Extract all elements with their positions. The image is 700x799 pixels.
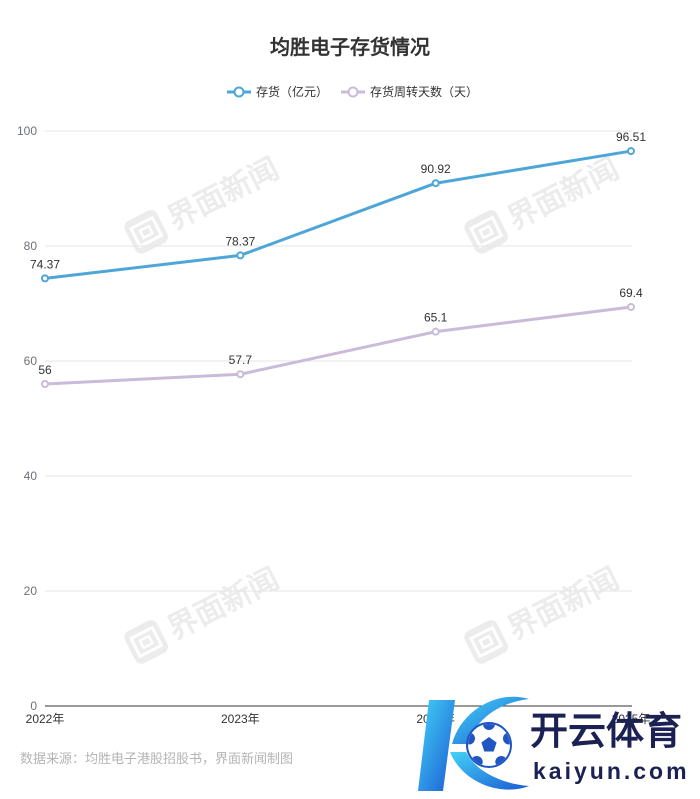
- data-point: [627, 302, 635, 311]
- series-0: 74.37 78.37 90.92 96.51: [30, 130, 646, 283]
- jiemian-logo-icon: [124, 210, 168, 254]
- watermark-text: 界面新闻: [503, 562, 625, 646]
- series-1: 56 57.7 65.1 69.4: [38, 286, 643, 388]
- legend: 存货（亿元） 存货周转天数（天）: [227, 84, 478, 99]
- jiemian-logo-core: [138, 634, 155, 650]
- jiemian-logo-tile: [464, 210, 508, 254]
- legend-label: 存货（亿元）: [256, 84, 328, 99]
- x-tick-label: 2025年: [612, 712, 651, 726]
- jiemian-logo-core: [138, 224, 155, 240]
- data-label: 69.4: [619, 286, 643, 300]
- logo-brand-url: kaiyun.com: [533, 758, 690, 784]
- legend-circle-marker: [347, 86, 359, 98]
- series-line-1: [43, 305, 633, 386]
- jiemian-logo-frame: [128, 625, 164, 659]
- x-tick-label: 2023年: [221, 712, 260, 726]
- data-label: 74.37: [30, 257, 60, 271]
- jiemian-logo-tile: [124, 210, 168, 254]
- ball-patch: [481, 737, 497, 752]
- jiemian-logo-icon: [124, 620, 168, 664]
- data-label: 96.51: [616, 130, 646, 144]
- data-point: [431, 327, 440, 336]
- watermark: 界面新闻: [464, 562, 625, 664]
- jiemian-logo-icon: [464, 210, 508, 254]
- y-tick-label: 40: [24, 469, 38, 483]
- legend-circle-marker: [233, 86, 245, 98]
- logo-k-lower-arm: [450, 752, 529, 790]
- watermark: 界面新闻: [124, 562, 285, 664]
- jiemian-logo-tile: [464, 620, 508, 664]
- logo-k-stem: [418, 700, 455, 791]
- y-tick-label: 60: [24, 354, 38, 368]
- jiemian-logo-frame: [468, 215, 504, 249]
- plot-grid: 0 20 40 60 80 100: [17, 124, 632, 713]
- source-note: 数据来源：均胜电子港股招股书，界面新闻制图: [20, 751, 293, 766]
- x-axis: 2022年2023年2024年2025年: [26, 705, 651, 726]
- x-tick-label: 2022年: [26, 712, 65, 726]
- watermark-text: 界面新闻: [503, 152, 625, 236]
- data-label: 56: [38, 363, 52, 377]
- legend-item-turnover-days[interactable]: 存货周转天数（天）: [341, 84, 478, 99]
- data-label: 78.37: [225, 234, 255, 248]
- data-label: 90.92: [421, 162, 451, 176]
- chart-title: 均胜电子存货情况: [270, 35, 430, 59]
- jiemian-logo-frame: [128, 215, 164, 249]
- data-point: [431, 179, 440, 188]
- data-point: [41, 380, 49, 388]
- ball-patch: [483, 724, 495, 730]
- data-label: 65.1: [424, 311, 448, 325]
- jiemian-logo-icon: [464, 620, 508, 664]
- data-point: [41, 274, 49, 283]
- series-line-0: [43, 149, 633, 280]
- legend-item-inventory[interactable]: 存货（亿元）: [227, 84, 328, 99]
- kaiyun-logo-overlay: 开云体育 kaiyun.com: [418, 696, 690, 791]
- y-tick-label: 0: [30, 699, 37, 713]
- jiemian-logo-core: [478, 224, 495, 240]
- logo-brand-name: 开云体育: [530, 711, 682, 753]
- kaiyun-k-logo-icon: [418, 696, 529, 791]
- plot-series: 74.37 78.37 90.92 96.51 56 57.7 65.1 69.4: [30, 130, 646, 388]
- y-tick-label: 80: [24, 239, 38, 253]
- y-tick-label: 20: [24, 584, 38, 598]
- watermark-text: 界面新闻: [163, 152, 285, 236]
- data-point: [236, 251, 245, 260]
- data-point: [236, 370, 245, 379]
- data-point: [627, 147, 635, 156]
- watermark-text: 界面新闻: [163, 562, 285, 646]
- jiemian-logo-tile: [124, 620, 168, 664]
- jiemian-logo-frame: [468, 625, 504, 659]
- jiemian-logo-core: [478, 634, 495, 650]
- data-label: 57.7: [229, 353, 253, 367]
- y-tick-label: 100: [17, 124, 37, 138]
- watermark: 界面新闻: [124, 152, 285, 254]
- soccer-ball-icon: [466, 722, 512, 768]
- legend-label: 存货周转天数（天）: [370, 84, 478, 99]
